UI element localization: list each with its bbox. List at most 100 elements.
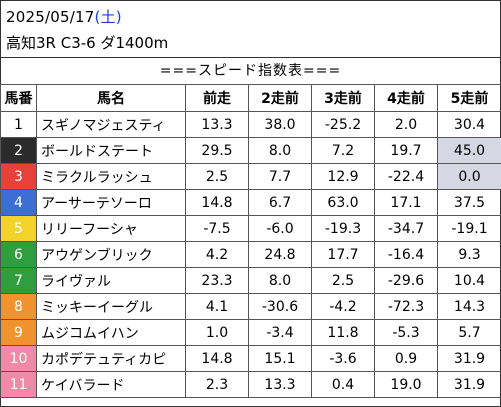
header-row: 馬番 馬名 前走 2走前 3走前 4走前 5走前	[0, 84, 501, 112]
speed-index-cell: 19.0	[374, 371, 438, 398]
speed-index-cell: 2.5	[311, 267, 375, 294]
speed-index-cell: 2.3	[185, 371, 249, 398]
speed-index-cell: 0.9	[374, 345, 438, 372]
horse-name: アウゲンブリック	[36, 241, 186, 268]
speed-index-cell: 4.2	[185, 241, 249, 268]
speed-index-cell: -34.7	[374, 215, 438, 242]
horse-number-badge: 5	[0, 215, 37, 242]
speed-index-cell: -19.1	[437, 215, 501, 242]
speed-index-cell: 38.0	[248, 111, 312, 138]
speed-index-cell: 9.3	[437, 241, 501, 268]
speed-index-table: 馬番 馬名 前走 2走前 3走前 4走前 5走前 1 スギノマジェスティ 13.3 3…	[0, 84, 501, 398]
table-row: 4 アーサーテソーロ 14.8 6.7 63.0 17.1 37.5	[0, 189, 501, 216]
speed-index-cell: -3.4	[248, 319, 312, 346]
horse-name: ライヴァル	[36, 267, 186, 294]
horse-number-badge: 7	[0, 267, 37, 294]
speed-index-cell: 8.0	[248, 137, 312, 164]
table-row: 2 ボールドステート 29.5 8.0 7.2 19.7 45.0	[0, 137, 501, 164]
horse-number-badge: 6	[0, 241, 37, 268]
speed-index-cell: -6.0	[248, 215, 312, 242]
race-info: 高知3R C3-6 ダ1400m	[6, 34, 169, 52]
horse-number-badge: 4	[0, 189, 37, 216]
horse-number-badge: 10	[0, 345, 37, 372]
horse-name: ケイバラード	[36, 371, 186, 398]
table-row: 7 ライヴァル 23.3 8.0 2.5 -29.6 10.4	[0, 267, 501, 294]
speed-index-cell: 4.1	[185, 293, 249, 320]
table-row: 8 ミッキーイーグル 4.1 -30.6 -4.2 -72.3 14.3	[0, 293, 501, 320]
col-header-4-races-ago: 4走前	[374, 84, 438, 112]
table-row: 9 ムジコムイハン 1.0 -3.4 11.8 -5.3 5.7	[0, 319, 501, 346]
speed-index-cell: -5.3	[374, 319, 438, 346]
day-of-week: (土)	[94, 8, 122, 26]
table-row: 11 ケイバラード 2.3 13.3 0.4 19.0 31.9	[0, 371, 501, 398]
horse-number-badge: 2	[0, 137, 37, 164]
speed-index-cell: 23.3	[185, 267, 249, 294]
speed-index-cell: -3.6	[311, 345, 375, 372]
speed-index-cell: 17.1	[374, 189, 438, 216]
horse-name: リリーフーシャ	[36, 215, 186, 242]
speed-index-cell: -29.6	[374, 267, 438, 294]
speed-index-cell: 7.7	[248, 163, 312, 190]
horse-name: スギノマジェスティ	[36, 111, 186, 138]
table-row: 5 リリーフーシャ -7.5 -6.0 -19.3 -34.7 -19.1	[0, 215, 501, 242]
table-caption: ===スピード指数表===	[0, 57, 501, 85]
speed-index-cell: -72.3	[374, 293, 438, 320]
speed-index-cell: 12.9	[311, 163, 375, 190]
speed-index-cell: -4.2	[311, 293, 375, 320]
horse-name: カポデテュティカピ	[36, 345, 186, 372]
horse-name: ボールドステート	[36, 137, 186, 164]
speed-index-cell: 14.8	[185, 189, 249, 216]
speed-index-cell: 14.8	[185, 345, 249, 372]
speed-index-cell: -19.3	[311, 215, 375, 242]
table-row: 3 ミラクルラッシュ 2.5 7.7 12.9 -22.4 0.0	[0, 163, 501, 190]
speed-index-cell: 31.9	[437, 345, 501, 372]
speed-index-cell: 1.0	[185, 319, 249, 346]
speed-index-cell: -25.2	[311, 111, 375, 138]
speed-index-cell: -7.5	[185, 215, 249, 242]
horse-number-badge: 11	[0, 371, 37, 398]
speed-index-cell: 31.9	[437, 371, 501, 398]
speed-index-cell: 11.8	[311, 319, 375, 346]
speed-index-cell: -30.6	[248, 293, 312, 320]
speed-index-cell: -22.4	[374, 163, 438, 190]
speed-index-cell: 17.7	[311, 241, 375, 268]
speed-index-cell: 13.3	[248, 371, 312, 398]
race-date: 2025/05/17(土)	[6, 6, 122, 27]
table-row: 6 アウゲンブリック 4.2 24.8 17.7 -16.4 9.3	[0, 241, 501, 268]
speed-index-cell: 0.4	[311, 371, 375, 398]
speed-index-cell: 0.0	[437, 163, 501, 190]
col-header-last-race: 前走	[185, 84, 249, 112]
speed-index-cell: -16.4	[374, 241, 438, 268]
col-header-number: 馬番	[0, 84, 37, 112]
horse-number-badge: 3	[0, 163, 37, 190]
horse-name: ムジコムイハン	[36, 319, 186, 346]
speed-index-cell: 7.2	[311, 137, 375, 164]
col-header-5-races-ago: 5走前	[437, 84, 501, 112]
speed-index-cell: 19.7	[374, 137, 438, 164]
horse-name: アーサーテソーロ	[36, 189, 186, 216]
speed-index-cell: 30.4	[437, 111, 501, 138]
speed-index-cell: 29.5	[185, 137, 249, 164]
horse-number-badge: 8	[0, 293, 37, 320]
speed-index-cell: 6.7	[248, 189, 312, 216]
speed-index-cell: 10.4	[437, 267, 501, 294]
horse-name: ミッキーイーグル	[36, 293, 186, 320]
horse-number-badge: 9	[0, 319, 37, 346]
date-text: 2025/05/17	[6, 8, 95, 26]
speed-index-cell: 24.8	[248, 241, 312, 268]
speed-index-cell: 37.5	[437, 189, 501, 216]
speed-index-cell: 15.1	[248, 345, 312, 372]
speed-index-cell: 8.0	[248, 267, 312, 294]
col-header-horse-name: 馬名	[36, 84, 186, 112]
speed-index-cell: 2.5	[185, 163, 249, 190]
speed-index-cell: 13.3	[185, 111, 249, 138]
col-header-3-races-ago: 3走前	[311, 84, 375, 112]
horse-name: ミラクルラッシュ	[36, 163, 186, 190]
horse-number-badge: 1	[0, 111, 37, 138]
table-row: 1 スギノマジェスティ 13.3 38.0 -25.2 2.0 30.4	[0, 111, 501, 138]
speed-index-cell: 45.0	[437, 137, 501, 164]
speed-index-cell: 2.0	[374, 111, 438, 138]
speed-index-cell: 14.3	[437, 293, 501, 320]
col-header-2-races-ago: 2走前	[248, 84, 312, 112]
table-row: 10 カポデテュティカピ 14.8 15.1 -3.6 0.9 31.9	[0, 345, 501, 372]
